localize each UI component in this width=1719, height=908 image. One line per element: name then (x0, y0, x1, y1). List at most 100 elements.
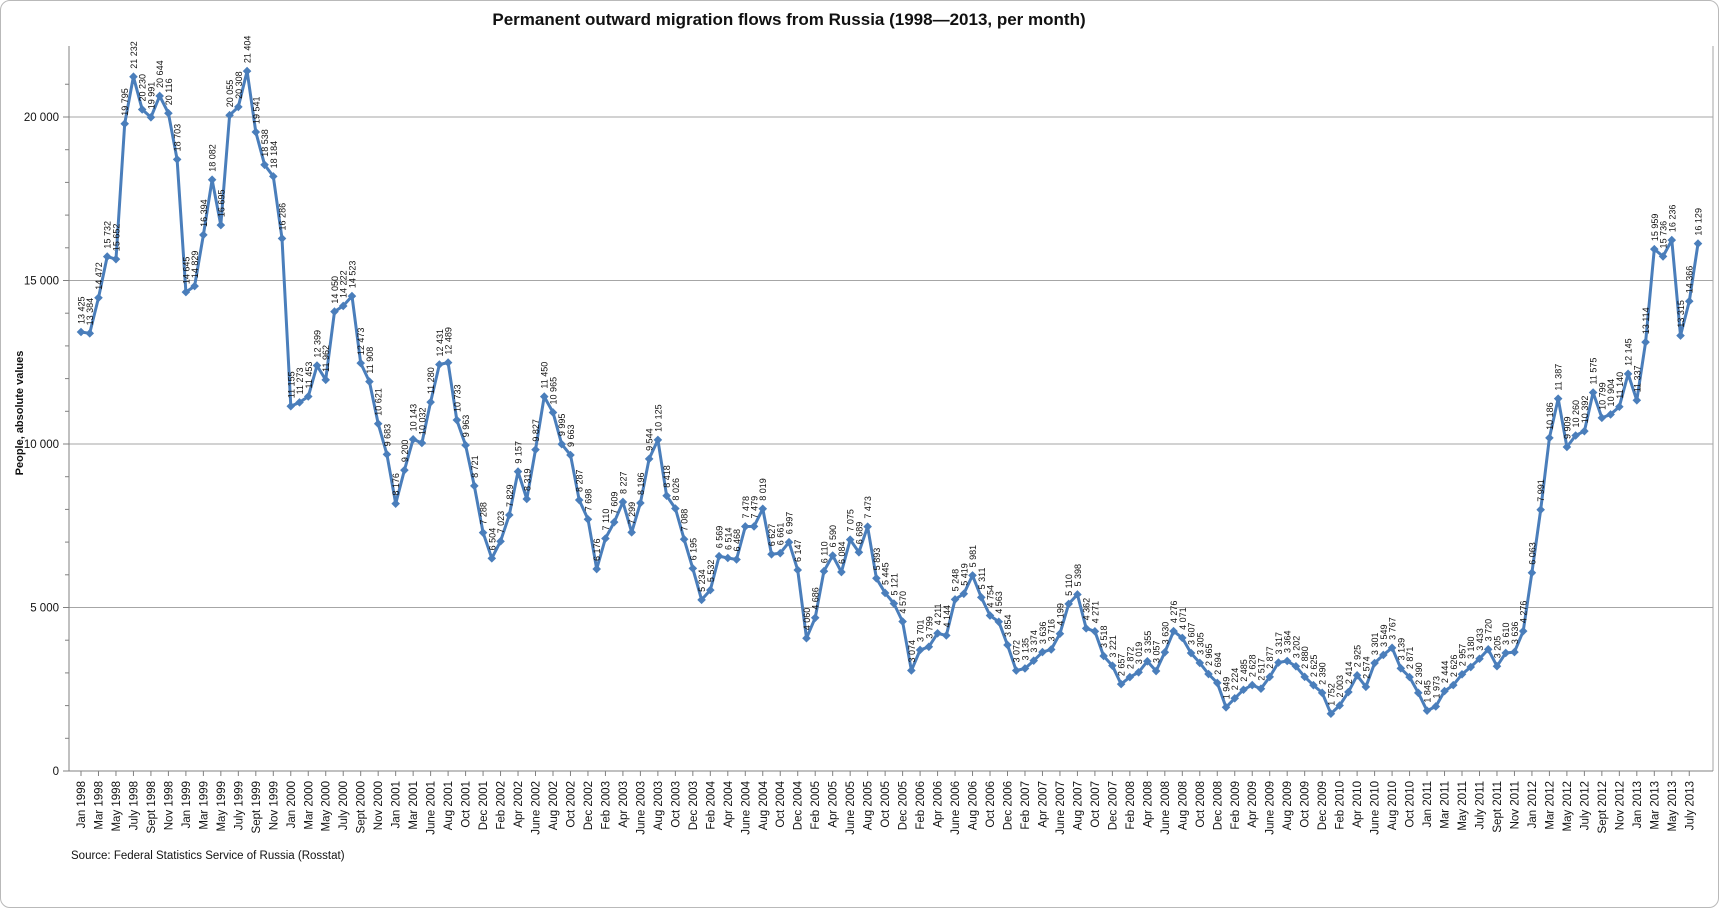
data-point-marker (1606, 410, 1615, 419)
data-label: 4 199 (1055, 603, 1065, 626)
x-tick-label: Sept 2011 (1492, 781, 1504, 833)
data-point-marker (697, 595, 706, 605)
data-point-marker (1405, 672, 1414, 682)
data-label: 7 609 (610, 492, 620, 515)
data-label: 3 518 (1099, 625, 1109, 648)
data-point-marker (1545, 433, 1554, 443)
data-label: 3 221 (1108, 635, 1118, 658)
data-label: 14 523 (347, 261, 357, 289)
x-tick-label: Oct 2008 (1195, 781, 1207, 828)
data-point-marker (129, 72, 138, 82)
data-point-marker (1658, 252, 1668, 261)
data-label: 5 532 (706, 560, 716, 583)
data-point-marker (592, 564, 601, 574)
data-label: 6 627 (767, 524, 777, 547)
data-point-marker (784, 537, 794, 547)
data-label: 14 829 (190, 251, 200, 279)
data-point-marker (1344, 687, 1353, 697)
data-label: 12 399 (312, 330, 322, 358)
data-label: 2 517 (1256, 658, 1266, 681)
x-tick-label: June 2003 (635, 781, 647, 835)
data-point-marker (662, 491, 671, 501)
data-label: 2 414 (1344, 662, 1354, 685)
data-point-marker (845, 535, 855, 544)
data-label: 8 418 (662, 465, 672, 488)
data-point-marker (207, 175, 217, 185)
x-tick-label: Aug 2004 (758, 780, 770, 830)
data-label: 3 019 (1134, 642, 1144, 665)
x-tick-label: Aug 2008 (1177, 781, 1189, 830)
data-point-marker (1649, 244, 1659, 254)
data-point-marker (679, 534, 689, 544)
data-label: 16 129 (1694, 208, 1704, 236)
data-label: 4 144 (942, 605, 952, 628)
x-tick-label: Feb 2008 (1125, 781, 1137, 830)
data-label: 9 963 (461, 415, 471, 438)
data-point-marker (1422, 706, 1432, 715)
data-point-marker (1352, 671, 1362, 680)
data-label: 1 949 (1222, 677, 1232, 700)
data-point-marker (1099, 651, 1108, 661)
data-point-marker (985, 611, 995, 620)
data-label: 14 050 (330, 276, 340, 304)
data-point-marker (1064, 599, 1073, 609)
data-point-marker (94, 293, 103, 303)
data-point-marker (539, 392, 549, 401)
data-label: 9 544 (645, 428, 655, 451)
x-tick-label: Oct 2003 (670, 781, 682, 828)
data-point-marker (1667, 235, 1677, 245)
data-label: 3 607 (1187, 623, 1197, 646)
data-point-marker (1571, 431, 1580, 440)
x-tick-label: Mar 2001 (408, 781, 420, 830)
data-label: 5 311 (977, 567, 987, 589)
x-tick-label: Dec 2003 (688, 781, 700, 830)
data-label: 3 799 (924, 616, 934, 639)
data-point-marker (793, 565, 803, 575)
x-tick-label: May 2000 (321, 781, 333, 832)
x-tick-label: Oct 2006 (985, 781, 997, 828)
data-point-marker (338, 301, 348, 311)
data-point-marker (1431, 702, 1441, 711)
data-label: 7 023 (496, 511, 506, 534)
x-tick-label: June 2008 (1160, 781, 1172, 835)
x-tick-label: Jan 2000 (286, 781, 298, 828)
data-label: 4 071 (1178, 607, 1188, 630)
data-label: 11 273 (295, 368, 305, 395)
data-label: 18 703 (173, 124, 183, 152)
data-point-marker (312, 361, 322, 370)
data-label: 2 625 (1309, 655, 1319, 678)
x-tick-label: Feb 2003 (600, 781, 612, 830)
data-label: 8 019 (758, 478, 768, 501)
data-label: 6 468 (732, 529, 742, 552)
data-point-marker (303, 392, 313, 401)
data-label: 20 230 (138, 74, 148, 102)
x-tick-label: May 2013 (1667, 781, 1679, 832)
data-label: 2 877 (1265, 646, 1275, 669)
data-point-marker (548, 408, 558, 417)
data-label: 2 444 (1440, 661, 1450, 684)
data-label: 3 636 (1038, 622, 1048, 645)
data-label: 3 374 (1029, 630, 1039, 653)
data-label: 16 394 (199, 199, 209, 227)
x-tick-label: Nov 2012 (1614, 781, 1626, 830)
data-label: 2 872 (1125, 647, 1135, 670)
data-point-marker (767, 549, 776, 559)
data-point-marker (1483, 645, 1493, 654)
data-point-marker (1370, 658, 1379, 668)
data-label: 8 287 (575, 469, 585, 492)
x-tick-label: July 1998 (128, 781, 140, 830)
data-label: 11 337 (1632, 365, 1642, 392)
x-tick-label: Oct 2010 (1405, 781, 1417, 828)
data-label: 21 232 (129, 41, 139, 69)
x-tick-label: July 2000 (338, 781, 350, 830)
x-tick-label: Aug 2006 (968, 781, 980, 830)
data-point-marker (391, 499, 400, 508)
data-point-marker (1510, 647, 1519, 657)
data-point-marker (618, 497, 628, 507)
data-point-marker (1379, 650, 1388, 660)
data-label: 3 301 (1370, 633, 1380, 656)
data-label: 15 959 (1650, 214, 1660, 242)
data-point-marker (513, 467, 523, 476)
data-point-marker (583, 514, 593, 524)
x-tick-label: Dec 2007 (1107, 781, 1119, 830)
